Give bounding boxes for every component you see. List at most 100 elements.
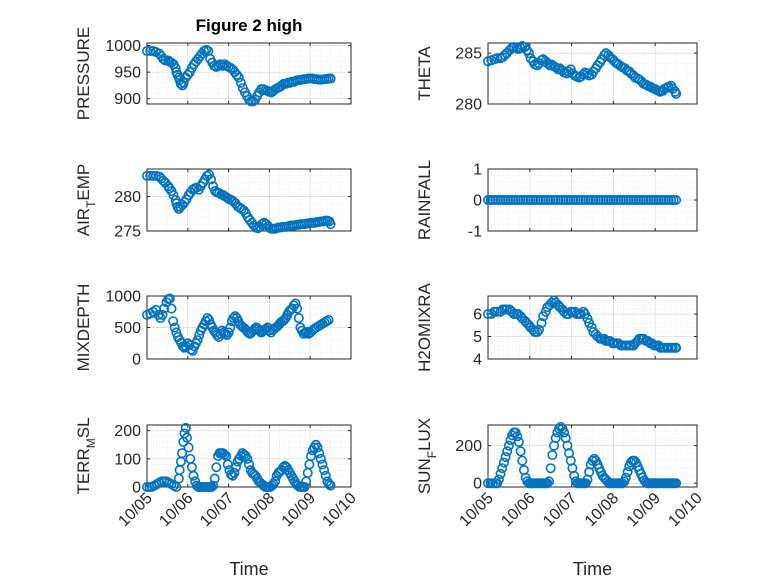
data-point [288,300,299,311]
y-tick-label: 4 [473,352,482,369]
y-tick-label: 1000 [105,289,141,306]
y-tick-label: 5 [473,329,482,346]
data-point [513,436,524,447]
x-tick-label: 10/07 [197,490,237,530]
y-tick-label: 280 [114,189,141,206]
data-point [321,316,332,327]
x-tick-label: 10/09 [279,490,319,530]
data-point [503,440,514,451]
y-axis-label: THETA [415,46,434,101]
data-point [575,308,586,319]
data-point [181,432,192,443]
data-point [523,48,534,59]
data-point [515,43,526,54]
data-point [169,322,180,333]
data-point [233,72,244,83]
axes-border [146,295,352,360]
data-point [493,474,504,485]
data-point [622,466,633,477]
y-tick-label: 280 [455,97,482,114]
data-point [235,77,246,88]
data-point [230,462,241,473]
data-point [223,327,234,338]
data-point [188,470,199,481]
data-point [546,297,557,308]
data-point [283,306,294,317]
data-point [170,62,181,73]
axes-border [487,295,698,360]
subplot-8: 0 200 10/05 10/06 10/07 10/08 10/09 10/10 SUNFLU… [415,418,706,530]
data-point [177,448,188,459]
data-point [292,303,303,314]
y-tick-label: 0 [473,476,482,493]
data-point [671,478,682,489]
data-point [192,335,203,346]
data-point [671,342,682,353]
data-point [229,467,240,478]
data-point [177,341,188,352]
data-point [499,50,510,61]
y-tick-label: 950 [114,65,141,82]
y-axis-label: RAINFALL [415,160,434,240]
data-point [159,303,170,314]
data-point [501,304,512,315]
data-point [620,472,631,483]
data-point [544,476,555,487]
data-point [244,459,255,470]
data-point [225,322,236,333]
data-point [325,73,336,84]
data-point [517,455,528,466]
data-point [317,459,328,470]
data-point [312,442,323,453]
y-tick-label: 6 [473,307,482,324]
data-point [270,476,281,487]
data-point [599,50,610,61]
data-point [257,219,268,230]
data-point [319,465,330,476]
data-point [542,478,553,489]
data-point [219,449,230,460]
x-tick-label: 10/06 [156,490,196,530]
data-point [315,453,326,464]
x-axis-label-left: Time [229,559,268,579]
y-axis-label: SUNFLUX [415,418,439,494]
y-tick-label: 0 [132,480,141,497]
data-point [211,462,222,473]
y-tick-label: 275 [114,224,141,241]
data-point [325,219,336,230]
data-point [277,316,288,327]
data-point [293,313,304,324]
data-point [158,53,169,64]
y-axis-label: AIRTEMP [74,164,98,237]
y-tick-label: 0 [473,193,482,210]
data-point [320,470,331,481]
x-tick-label: 10/07 [540,490,580,530]
subplot-5: 0 500 1000 MIXDEPTH [74,284,352,371]
subplot-1: 900 950 1000 PRESSURE [74,27,352,120]
data-point [323,479,334,490]
data-point [183,442,194,453]
subplot-3: 275 280 AIRTEMP [74,164,352,241]
data-point [512,431,523,442]
data-point [231,69,242,80]
data-point [515,446,526,457]
data-point [550,433,561,444]
y-tick-label: 900 [114,91,141,108]
axes-border [146,168,352,232]
data-point [178,77,189,88]
subplot-4: -1 0 1 RAINFALL [415,160,698,241]
data-point [209,473,220,484]
data-point [533,324,544,335]
x-tick-label: 10/10 [665,490,705,530]
axes-border [487,42,698,105]
data-point [559,427,570,438]
data-point [545,463,556,474]
y-tick-label: 500 [114,320,141,337]
data-point [168,316,179,327]
y-tick-label: 0 [132,352,141,369]
y-tick-label: 1 [473,162,482,179]
x-axis-label-right: Time [573,559,612,579]
data-point [547,450,558,461]
